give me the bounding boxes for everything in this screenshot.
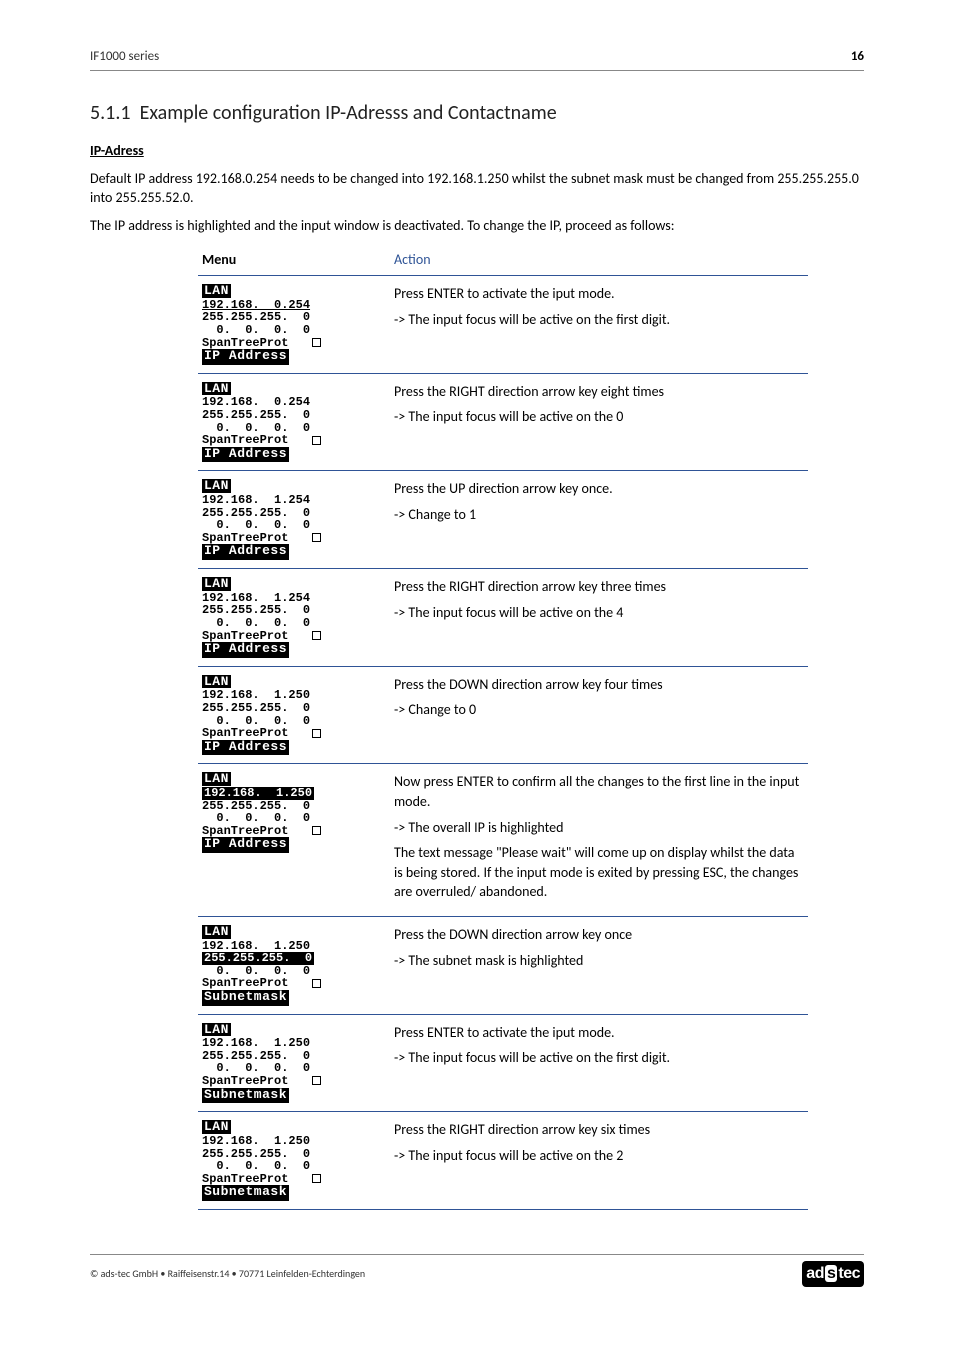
menu-cell: LAN192.168. 1.250255.255.255. 0 0. 0. 0.… bbox=[198, 917, 390, 1015]
adstec-logo: adstec bbox=[802, 1261, 864, 1287]
action-cell: Press ENTER to activate the iput mode. ->… bbox=[390, 276, 808, 374]
menu-cell: LAN192.168. 1.254255.255.255. 0 0. 0. 0.… bbox=[198, 471, 390, 569]
lcd-display: LAN192.168. 1.254255.255.255. 0 0. 0. 0.… bbox=[202, 479, 372, 560]
lcd-display: LAN192.168. 1.250255.255.255. 0 0. 0. 0.… bbox=[202, 772, 372, 853]
lcd-display: LAN192.168. 1.254255.255.255. 0 0. 0. 0.… bbox=[202, 577, 372, 658]
table-row: LAN192.168. 1.250255.255.255. 0 0. 0. 0.… bbox=[198, 917, 808, 1015]
table-row: LAN192.168. 0.254255.255.255. 0 0. 0. 0.… bbox=[198, 373, 808, 471]
action-text: Press the RIGHT direction arrow key eigh… bbox=[394, 382, 802, 402]
col-menu-head: Menu bbox=[198, 244, 390, 276]
action-text: -> The overall IP is highlighted bbox=[394, 818, 802, 838]
action-text: -> The input focus will be active on the… bbox=[394, 1146, 802, 1166]
page-header: IF1000 series 16 bbox=[90, 48, 864, 71]
table-row: LAN192.168. 0.254255.255.255. 0 0. 0. 0.… bbox=[198, 276, 808, 374]
action-cell: Now press ENTER to confirm all the chang… bbox=[390, 764, 808, 917]
menu-cell: LAN192.168. 0.254255.255.255. 0 0. 0. 0.… bbox=[198, 373, 390, 471]
col-action-head: Action bbox=[390, 244, 808, 276]
menu-action-table: Menu Action LAN192.168. 0.254255.255.255… bbox=[198, 244, 808, 1210]
action-text: -> The input focus will be active on the… bbox=[394, 1048, 802, 1068]
action-text: -> The input focus will be active on the… bbox=[394, 310, 802, 330]
action-cell: Press the RIGHT direction arrow key six … bbox=[390, 1112, 808, 1210]
action-text: Press the UP direction arrow key once. bbox=[394, 479, 802, 499]
action-text: -> The input focus will be active on the… bbox=[394, 407, 802, 427]
sub-heading: IP-Adress bbox=[90, 141, 864, 161]
intro-para-1: Default IP address 192.168.0.254 needs t… bbox=[90, 169, 864, 208]
action-cell: Press the RIGHT direction arrow key thre… bbox=[390, 569, 808, 667]
action-text: -> Change to 0 bbox=[394, 700, 802, 720]
action-text: Press ENTER to activate the iput mode. bbox=[394, 1023, 802, 1043]
action-text: Press the DOWN direction arrow key four … bbox=[394, 675, 802, 695]
menu-cell: LAN192.168. 1.254255.255.255. 0 0. 0. 0.… bbox=[198, 569, 390, 667]
action-cell: Press the DOWN direction arrow key four … bbox=[390, 666, 808, 764]
action-text: Press the DOWN direction arrow key once bbox=[394, 925, 802, 945]
table-row: LAN192.168. 1.250255.255.255. 0 0. 0. 0.… bbox=[198, 666, 808, 764]
table-row: LAN192.168. 1.250255.255.255. 0 0. 0. 0.… bbox=[198, 764, 808, 917]
intro-para-2: The IP address is highlighted and the in… bbox=[90, 216, 864, 236]
lcd-display: LAN192.168. 1.250255.255.255. 0 0. 0. 0.… bbox=[202, 675, 372, 756]
action-text: Press the RIGHT direction arrow key six … bbox=[394, 1120, 802, 1140]
action-text: Press ENTER to activate the iput mode. bbox=[394, 284, 802, 304]
menu-cell: LAN192.168. 1.250255.255.255. 0 0. 0. 0.… bbox=[198, 666, 390, 764]
action-text: -> Change to 1 bbox=[394, 505, 802, 525]
menu-cell: LAN192.168. 1.250255.255.255. 0 0. 0. 0.… bbox=[198, 1112, 390, 1210]
page-footer: © ads-tec GmbH • Raiffeisenstr.14 • 7077… bbox=[90, 1254, 864, 1287]
table-row: LAN192.168. 1.250255.255.255. 0 0. 0. 0.… bbox=[198, 1014, 808, 1112]
lcd-display: LAN192.168. 1.250255.255.255. 0 0. 0. 0.… bbox=[202, 1023, 372, 1104]
menu-cell: LAN192.168. 0.254255.255.255. 0 0. 0. 0.… bbox=[198, 276, 390, 374]
action-text: The text message "Please wait" will come… bbox=[394, 843, 802, 902]
lcd-display: LAN192.168. 1.250255.255.255. 0 0. 0. 0.… bbox=[202, 1120, 372, 1201]
lcd-display: LAN192.168. 0.254255.255.255. 0 0. 0. 0.… bbox=[202, 284, 372, 365]
action-text: -> The subnet mask is highlighted bbox=[394, 951, 802, 971]
action-text: -> The input focus will be active on the… bbox=[394, 603, 802, 623]
menu-cell: LAN192.168. 1.250255.255.255. 0 0. 0. 0.… bbox=[198, 1014, 390, 1112]
action-cell: Press the RIGHT direction arrow key eigh… bbox=[390, 373, 808, 471]
section-title: 5.1.1 Example configuration IP-Adresss a… bbox=[90, 99, 864, 127]
action-cell: Press the UP direction arrow key once. ->… bbox=[390, 471, 808, 569]
action-cell: Press ENTER to activate the iput mode. ->… bbox=[390, 1014, 808, 1112]
series-label: IF1000 series bbox=[90, 48, 159, 66]
menu-cell: LAN192.168. 1.250255.255.255. 0 0. 0. 0.… bbox=[198, 764, 390, 917]
action-cell: Press the DOWN direction arrow key once -… bbox=[390, 917, 808, 1015]
action-text: Now press ENTER to confirm all the chang… bbox=[394, 772, 802, 811]
lcd-display: LAN192.168. 0.254255.255.255. 0 0. 0. 0.… bbox=[202, 382, 372, 463]
action-text: Press the RIGHT direction arrow key thre… bbox=[394, 577, 802, 597]
page-number: 16 bbox=[851, 48, 864, 66]
table-row: LAN192.168. 1.254255.255.255. 0 0. 0. 0.… bbox=[198, 471, 808, 569]
table-row: LAN192.168. 1.254255.255.255. 0 0. 0. 0.… bbox=[198, 569, 808, 667]
copyright: © ads-tec GmbH • Raiffeisenstr.14 • 7077… bbox=[90, 1267, 365, 1281]
table-row: LAN192.168. 1.250255.255.255. 0 0. 0. 0.… bbox=[198, 1112, 808, 1210]
lcd-display: LAN192.168. 1.250255.255.255. 0 0. 0. 0.… bbox=[202, 925, 372, 1006]
